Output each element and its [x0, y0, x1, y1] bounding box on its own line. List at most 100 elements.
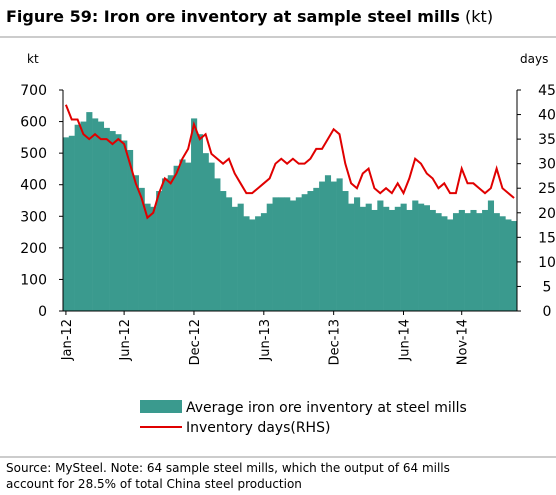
bar — [377, 200, 384, 311]
bar — [63, 137, 70, 311]
bar — [470, 209, 477, 311]
title-main: Figure 59: Iron ore inventory at sample … — [6, 7, 460, 26]
source-text: account for 28.5% of total China steel p… — [6, 477, 302, 491]
bar — [371, 209, 378, 311]
bar — [156, 191, 163, 311]
bar — [144, 203, 151, 311]
y2-tick-label: 15 — [538, 230, 556, 246]
bar — [220, 191, 227, 311]
bar — [354, 197, 361, 311]
bar — [418, 203, 425, 311]
bar — [191, 118, 198, 312]
bar — [196, 134, 203, 311]
y-tick-label: 500 — [20, 146, 47, 162]
legend-label: Inventory days(RHS) — [186, 420, 330, 436]
bar — [185, 162, 192, 311]
y2-tick-label: 45 — [538, 83, 556, 99]
y-tick-label: 0 — [38, 304, 47, 320]
bar — [307, 191, 314, 311]
bar — [173, 165, 180, 311]
y2-tick-label: 35 — [538, 132, 556, 148]
x-tick-label: Jan-12 — [60, 319, 75, 361]
bar — [161, 178, 169, 311]
bar — [342, 191, 349, 311]
x-tick-label: Dec-12 — [188, 319, 203, 365]
bar — [487, 200, 495, 311]
bar — [511, 221, 518, 311]
bar — [476, 213, 483, 311]
x-tick-label: Jun-12 — [118, 319, 133, 362]
legend-swatch — [140, 400, 182, 413]
bar — [330, 181, 337, 311]
x-tick-label: Jun-13 — [258, 319, 273, 362]
bar — [74, 124, 81, 311]
bar — [505, 219, 512, 311]
y2-tick-label: 30 — [538, 157, 556, 173]
title-unit: (kt) — [465, 7, 493, 26]
y2-tick-label: 10 — [538, 255, 556, 271]
bar — [266, 203, 273, 311]
bar — [324, 175, 332, 311]
bar — [435, 213, 442, 311]
bar — [115, 134, 122, 311]
bar — [290, 200, 297, 311]
bar — [225, 197, 233, 311]
bar — [167, 175, 174, 311]
bar — [388, 209, 396, 311]
bar — [214, 178, 221, 311]
bar — [295, 197, 302, 311]
bar — [260, 213, 268, 311]
bar — [301, 194, 308, 311]
bar — [121, 140, 128, 311]
bar — [406, 209, 413, 311]
bar — [348, 203, 355, 311]
bar — [278, 197, 285, 311]
bar — [493, 213, 500, 311]
x-tick-label: Jun-14 — [398, 319, 413, 362]
bar — [284, 197, 291, 311]
y-tick-label: 400 — [20, 178, 47, 194]
bar — [68, 135, 75, 311]
y-tick-label: 700 — [20, 83, 47, 99]
y2-tick-label: 0 — [543, 304, 552, 320]
y-tick-label: 300 — [20, 209, 47, 225]
bar — [249, 219, 256, 311]
bar — [92, 118, 99, 312]
source-text: Source: MySteel. Note: 64 sample steel m… — [6, 461, 450, 475]
bar — [202, 153, 209, 311]
y2-tick-label: 40 — [538, 108, 556, 124]
bar — [336, 178, 343, 311]
bar — [400, 203, 407, 311]
bar — [423, 205, 430, 311]
chart-title: Figure 59: Iron ore inventory at sample … — [6, 7, 493, 26]
bar — [231, 206, 238, 311]
y2-tick-label: 20 — [538, 206, 556, 222]
bar — [452, 213, 460, 311]
y-tick-label: 100 — [20, 272, 47, 288]
y2-tick-label: 25 — [538, 181, 556, 197]
bar — [458, 209, 465, 311]
bar — [383, 206, 390, 311]
bar — [138, 187, 145, 311]
bar — [412, 200, 419, 311]
y-tick-label: 200 — [20, 241, 47, 257]
bar — [237, 203, 244, 311]
bar — [255, 216, 262, 311]
x-tick-label: Dec-13 — [328, 319, 343, 365]
bar — [482, 209, 489, 311]
bar — [109, 131, 116, 311]
bar — [97, 121, 105, 311]
bar — [179, 159, 186, 311]
x-tick-label: Nov-14 — [456, 319, 471, 365]
bar — [313, 187, 320, 311]
line — [64, 104, 515, 220]
bar — [447, 219, 454, 311]
bar — [150, 206, 157, 311]
bar — [272, 197, 279, 311]
bar — [86, 112, 93, 311]
bar — [464, 213, 471, 311]
y2-axis-label: days — [520, 52, 548, 66]
bar — [499, 216, 506, 311]
bar — [132, 175, 139, 311]
